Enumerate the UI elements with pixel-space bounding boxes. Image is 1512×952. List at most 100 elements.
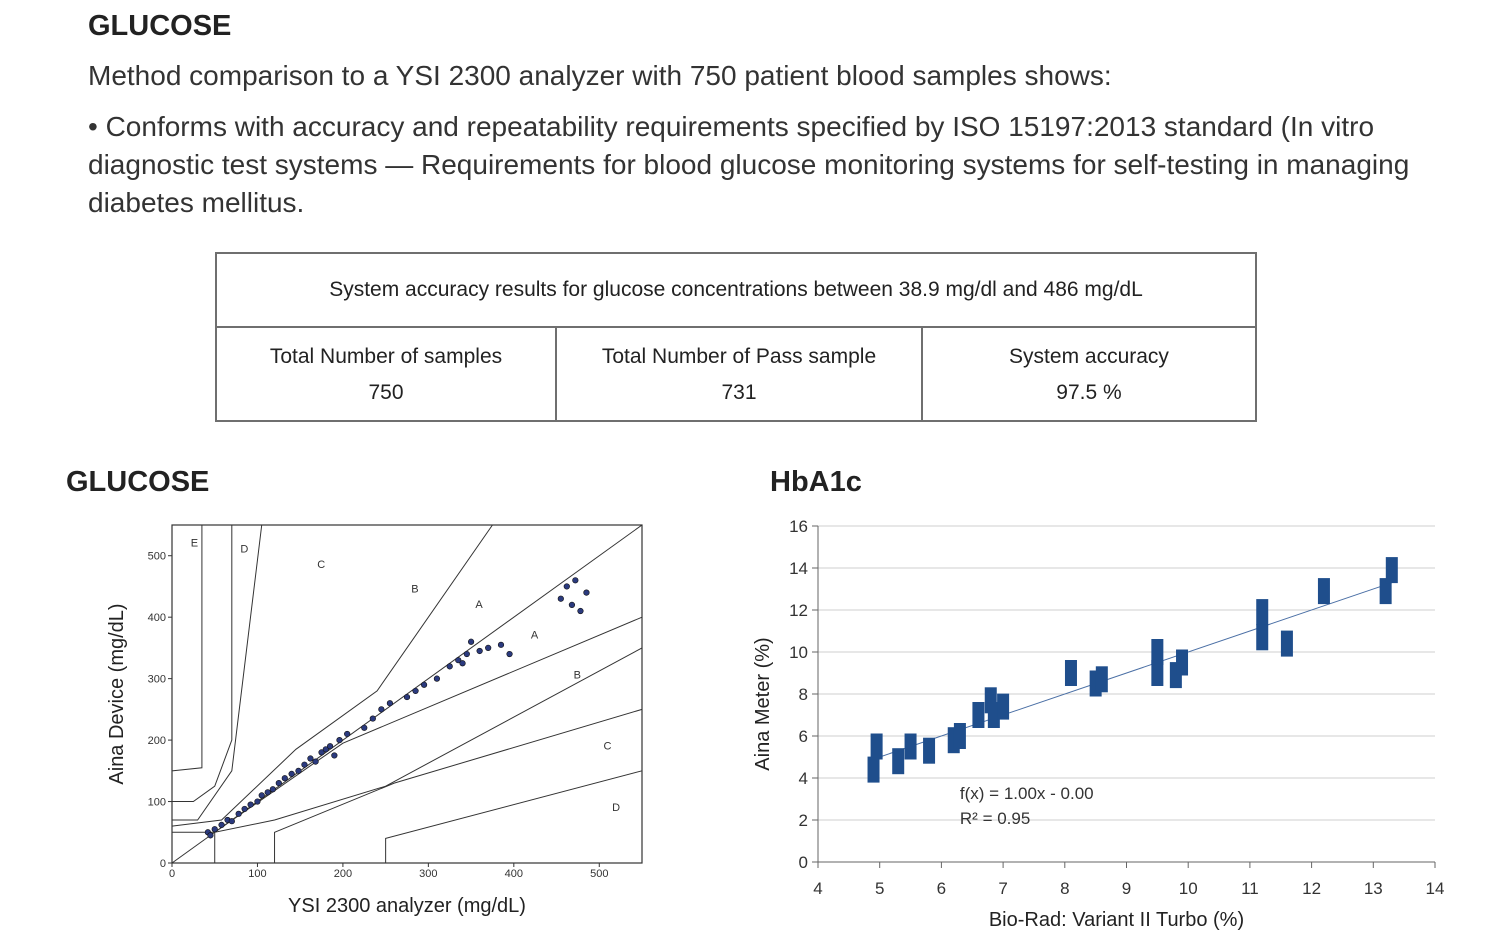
x-tick-label: 13 xyxy=(1364,879,1383,898)
data-point xyxy=(211,826,218,833)
data-point xyxy=(463,650,470,658)
data-point xyxy=(476,647,483,655)
data-point xyxy=(1317,578,1330,605)
accuracy-cell-value: 731 xyxy=(721,381,757,404)
data-point xyxy=(275,780,282,787)
zone-boundary-line xyxy=(171,524,493,827)
x-tick-label: 11 xyxy=(1241,879,1259,898)
accuracy-cell-pass: Total Number of Pass sample 731 xyxy=(555,328,921,422)
zone-label: C xyxy=(317,559,325,571)
x-tick-label: 200 xyxy=(334,868,352,880)
data-point xyxy=(1151,639,1164,665)
x-tick-label: 6 xyxy=(937,879,946,898)
accuracy-cell-samples: Total Number of samples 750 xyxy=(217,328,555,422)
data-point xyxy=(312,758,319,765)
y-tick-label: 100 xyxy=(148,797,166,809)
data-point xyxy=(506,650,513,658)
data-point xyxy=(1151,660,1164,686)
zone-boundary-line xyxy=(172,525,233,803)
data-point xyxy=(1256,599,1269,626)
x-tick-label: 500 xyxy=(590,868,608,880)
zone-label: A xyxy=(531,630,539,642)
y-tick-label: 2 xyxy=(799,811,808,830)
y-tick-label: 6 xyxy=(799,727,808,746)
accuracy-cell-label: System accuracy xyxy=(1009,345,1169,368)
accuracy-table: System accuracy results for glucose conc… xyxy=(215,252,1257,422)
hba1c-chart-title: HbA1c xyxy=(770,466,862,498)
data-point xyxy=(378,706,385,713)
data-point xyxy=(583,589,590,596)
accuracy-table-row: Total Number of samples 750 Total Number… xyxy=(217,328,1255,422)
y-tick-label: 8 xyxy=(799,685,808,704)
data-point xyxy=(557,595,564,602)
y-tick-label: 200 xyxy=(148,735,166,747)
data-point xyxy=(207,832,214,839)
y-tick-label: 4 xyxy=(799,769,808,788)
data-point xyxy=(467,638,475,645)
data-point xyxy=(420,681,428,688)
x-tick-label: 4 xyxy=(813,879,822,898)
data-point xyxy=(972,702,985,728)
data-point xyxy=(1379,578,1392,605)
data-point xyxy=(892,748,905,775)
data-point xyxy=(1385,557,1398,584)
y-tick-label: 400 xyxy=(148,612,166,624)
accuracy-cell-value: 750 xyxy=(368,381,404,404)
data-point xyxy=(322,746,329,753)
x-tick-label: 8 xyxy=(1060,879,1069,898)
data-point xyxy=(241,805,248,813)
data-point xyxy=(904,733,917,760)
data-point xyxy=(288,770,295,777)
data-point xyxy=(870,733,883,760)
y-tick-label: 10 xyxy=(789,643,808,662)
data-point xyxy=(459,660,466,667)
y-tick-label: 14 xyxy=(789,559,808,578)
data-point xyxy=(318,749,325,756)
zone-label: D xyxy=(612,802,620,814)
data-point xyxy=(218,821,225,828)
zone-boundary-line xyxy=(274,708,643,863)
data-point xyxy=(572,577,579,584)
x-tick-label: 7 xyxy=(998,879,1007,898)
zone-boundary-line xyxy=(214,647,643,863)
y-axis-label: Aina Meter (%) xyxy=(752,637,774,770)
data-point xyxy=(497,641,505,648)
accuracy-cell-label: Total Number of samples xyxy=(269,345,503,368)
data-point xyxy=(386,700,394,707)
x-axis-label: Bio-Rad: Variant II Turbo (%) xyxy=(989,909,1244,931)
x-tick-label: 0 xyxy=(169,868,175,880)
data-point xyxy=(1176,649,1189,676)
data-point xyxy=(235,810,242,817)
data-point xyxy=(1280,630,1293,657)
y-tick-label: 0 xyxy=(160,858,166,870)
glucose-scatter-chart: E D C B A A B C D 0 100 200 300 400 500 0 100 200 300 400 50… xyxy=(106,524,643,917)
data-point xyxy=(923,737,936,764)
accuracy-cell-value: 97.5 % xyxy=(1056,381,1122,404)
y-tick-label: 16 xyxy=(789,517,808,536)
data-point xyxy=(953,723,966,749)
regression-equation: f(x) = 1.00x - 0.00 xyxy=(960,784,1094,803)
intro-text: Method comparison to a YSI 2300 analyzer… xyxy=(88,60,1112,91)
data-point xyxy=(331,752,338,759)
zone-label: B xyxy=(574,670,581,682)
data-point xyxy=(412,687,419,695)
data-point xyxy=(281,775,288,782)
y-tick-label: 300 xyxy=(148,674,166,686)
data-point xyxy=(433,675,441,682)
zone-boundary-line xyxy=(172,616,643,833)
y-axis-label: Aina Device (mg/dL) xyxy=(106,603,128,784)
zone-boundary-line xyxy=(172,524,263,821)
zone-label: D xyxy=(240,544,248,556)
data-point xyxy=(326,743,334,750)
y-tick-label: 0 xyxy=(799,853,808,872)
x-tick-label: 12 xyxy=(1302,879,1321,898)
zone-label: C xyxy=(604,740,612,752)
zone-boundary-line xyxy=(385,770,643,863)
data-point xyxy=(264,789,271,796)
data-point xyxy=(987,702,1000,728)
data-point xyxy=(1064,660,1077,686)
zone-label: A xyxy=(475,599,483,611)
x-tick-label: 9 xyxy=(1122,879,1131,898)
r-squared-label: R² = 0.95 xyxy=(960,809,1030,828)
data-point xyxy=(563,583,570,590)
